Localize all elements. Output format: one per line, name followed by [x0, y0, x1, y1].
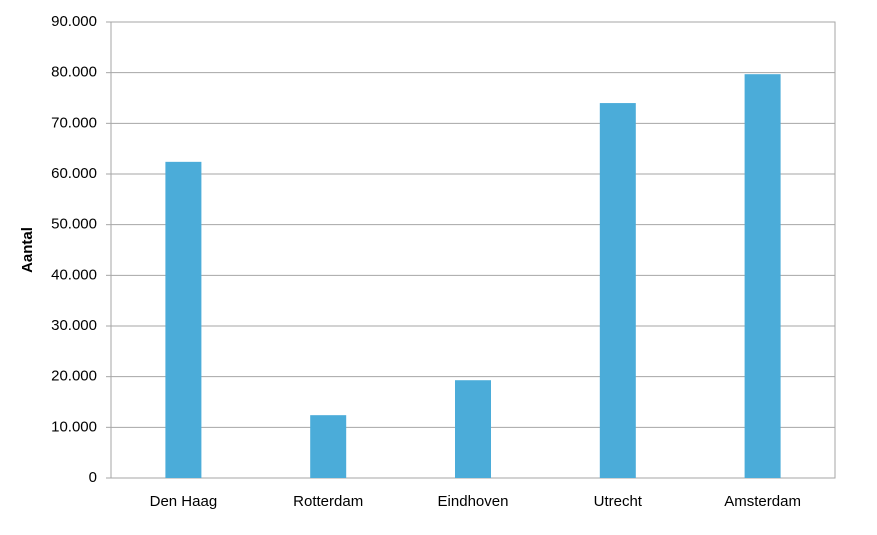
y-tick-label: 30.000	[51, 317, 97, 334]
y-tick-label: 40.000	[51, 266, 97, 283]
y-tick-label: 10.000	[51, 418, 97, 435]
bar	[310, 415, 347, 478]
bar	[599, 103, 636, 479]
x-tick-label: Den Haag	[150, 493, 218, 510]
y-tick-label: 60.000	[51, 165, 97, 182]
x-tick-label: Rotterdam	[293, 493, 363, 510]
bar	[455, 380, 491, 478]
y-tick-label: 0	[89, 469, 97, 486]
y-tick-label: 90.000	[51, 13, 97, 30]
x-tick-label: Eindhoven	[438, 493, 509, 510]
bar	[744, 74, 781, 478]
bar	[165, 161, 202, 478]
y-axis-title: Aantal	[19, 227, 36, 273]
y-tick-label: 50.000	[51, 216, 97, 233]
x-tick-label: Amsterdam	[724, 493, 801, 510]
y-tick-label: 20.000	[51, 368, 97, 385]
y-tick-label: 80.000	[51, 64, 97, 81]
y-tick-label: 70.000	[51, 114, 97, 131]
x-tick-label: Utrecht	[594, 493, 643, 510]
